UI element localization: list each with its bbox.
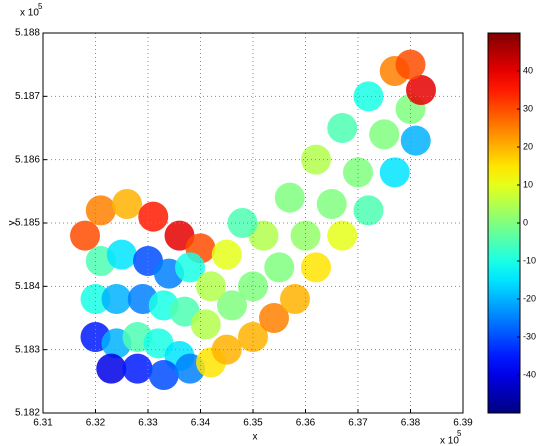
- x-multiplier-power: 5: [457, 429, 462, 438]
- mesh-point: [238, 271, 268, 302]
- colorbar-tick-label: 0: [523, 217, 528, 227]
- mesh-point: [343, 157, 373, 188]
- mesh-point: [379, 157, 410, 188]
- mesh-point: [316, 189, 347, 219]
- x-multiplier: x 10: [440, 436, 459, 446]
- mesh-point: [122, 353, 153, 384]
- x-tick-label: 6.35: [243, 418, 263, 429]
- mesh-point: [406, 75, 436, 105]
- mesh-point: [175, 252, 205, 283]
- mesh-point: [274, 182, 305, 213]
- axes-box: [42, 32, 464, 414]
- mesh-point: [259, 303, 289, 333]
- y-tick-label: 5.188: [15, 28, 40, 39]
- mesh-point: [70, 220, 100, 251]
- mesh-point: [327, 113, 358, 143]
- x-tick-label: 6.37: [348, 418, 368, 429]
- mesh-point: [280, 284, 310, 314]
- colorbar-tick-label: 20: [523, 141, 533, 151]
- y-tick-label: 5.186: [15, 154, 40, 165]
- colorbar-tick-label: -40: [523, 369, 536, 379]
- x-label: x: [253, 432, 258, 443]
- mesh-point: [395, 49, 426, 80]
- mesh-point: [301, 252, 331, 283]
- mesh-point: [80, 284, 111, 314]
- x-tick-label: 6.31: [33, 418, 53, 429]
- plot-area: [70, 49, 436, 390]
- mesh-point: [217, 290, 247, 321]
- y-label: y: [7, 221, 18, 226]
- mesh-point: [112, 189, 142, 219]
- mesh-point: [101, 284, 132, 314]
- y-tick-label: 5.183: [15, 344, 40, 355]
- x-tick-label: 6.34: [191, 418, 211, 429]
- mesh-point: [227, 208, 258, 238]
- x-tick-label: 6.36: [296, 418, 316, 429]
- mesh-point: [190, 309, 221, 340]
- mesh-point: [290, 220, 321, 251]
- mesh-point: [353, 81, 384, 112]
- mesh-point: [400, 125, 431, 156]
- x-tick-label: 6.39: [453, 418, 473, 429]
- mesh-point: [211, 334, 242, 365]
- mesh-point: [264, 252, 295, 283]
- mesh-point: [138, 201, 169, 232]
- mesh-point: [148, 360, 179, 390]
- y-tick-label: 5.184: [15, 281, 40, 292]
- colorbar: [487, 32, 521, 414]
- y-tick-label: 5.185: [15, 218, 40, 229]
- mesh-point: [211, 239, 242, 270]
- colorbar-tick-label: -20: [523, 293, 536, 303]
- x-tick-label: 6.33: [138, 418, 158, 429]
- mesh-point: [106, 239, 137, 270]
- y-tick-label: 5.182: [15, 408, 40, 419]
- mesh-point: [327, 220, 358, 251]
- colorbar-tick-label: 10: [523, 179, 533, 189]
- colorbar-tick-label: -30: [523, 331, 536, 341]
- colorbar-tick-label: 30: [523, 103, 533, 113]
- mesh-point: [369, 119, 400, 150]
- x-tick-label: 6.32: [86, 418, 106, 429]
- y-multiplier-power: 5: [38, 2, 43, 11]
- y-multiplier: x 10: [20, 8, 39, 19]
- mesh-point: [353, 195, 384, 226]
- mesh-point: [96, 353, 127, 384]
- colorbar-tick-label: 40: [523, 65, 533, 75]
- mesh-point: [85, 195, 116, 226]
- colorbar-tick-label: -10: [523, 255, 536, 265]
- x-tick-label: 6.38: [401, 418, 421, 429]
- y-tick-label: 5.187: [15, 91, 40, 102]
